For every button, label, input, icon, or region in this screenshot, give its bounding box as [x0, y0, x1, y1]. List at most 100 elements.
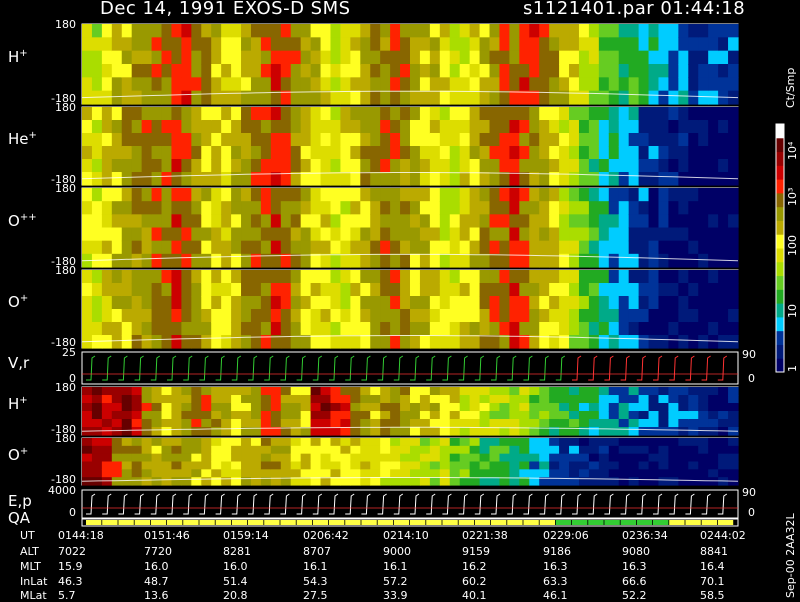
- panel-6-cell: [121, 427, 133, 436]
- ephemeris-row-label: InLat: [20, 575, 48, 588]
- panel-1-label-charge: +: [19, 48, 28, 59]
- panel-7-cell: [549, 438, 560, 447]
- panel-3-cell: [260, 240, 272, 255]
- panel-7-cell: [380, 469, 391, 478]
- panel-2-cell: [360, 120, 371, 134]
- panel-2-cell: [718, 107, 729, 121]
- panel-4-cell: [290, 335, 302, 349]
- panel-7-cell: [82, 445, 93, 455]
- panel-4-cell: [131, 270, 143, 284]
- panel-3-cell: [509, 253, 520, 268]
- panel-2-cell: [529, 172, 540, 186]
- panel-4-cell: [111, 309, 123, 323]
- panel-4-cell: [439, 296, 451, 310]
- panel-3-cell: [549, 214, 560, 229]
- panel-5-sweep-trace: [523, 355, 533, 381]
- panel-1-cell: [439, 90, 451, 105]
- panel-1-cell: [310, 37, 322, 52]
- panel-2-cell: [310, 172, 322, 186]
- panel-1-cell: [131, 50, 143, 65]
- panel-3-cell: [390, 188, 401, 202]
- panel-3-cell: [608, 227, 620, 242]
- panel-4-cell: [221, 296, 232, 310]
- panel-1-cell: [191, 24, 202, 38]
- panel-3-cell: [489, 201, 501, 215]
- panel-3-cell: [419, 240, 431, 255]
- panel-7-cell: [658, 461, 670, 470]
- panel-3-cell: [211, 214, 222, 229]
- panel-4-cell: [131, 283, 143, 297]
- panel-3-pitch-trace: [81, 253, 739, 262]
- panel-3-cell: [638, 240, 650, 255]
- panel-3-cell: [648, 188, 660, 202]
- panel-7-cell: [678, 453, 689, 463]
- panel-4-cell: [91, 322, 103, 336]
- panel-3-cell: [241, 227, 252, 242]
- panel-6-cell: [459, 427, 471, 436]
- panel-1-cell: [330, 24, 342, 38]
- panel-7-cell: [718, 438, 729, 447]
- panel-1-cell: [191, 64, 202, 78]
- panel-6-cell: [618, 403, 630, 412]
- panel-1-cell: [648, 50, 660, 65]
- panel-6-cell: [688, 411, 699, 420]
- panel-1-ytick-bottom: -180: [51, 92, 76, 105]
- panel-4-cell: [658, 270, 670, 284]
- panel-5-sweep-trace: [442, 355, 452, 381]
- panel-3-cell: [598, 253, 610, 268]
- panel-3-cell: [181, 253, 192, 268]
- panel-7-cell: [698, 445, 709, 455]
- panel-7-cell: [728, 445, 739, 455]
- ephemeris-cell: 27.5: [303, 589, 328, 602]
- panel-1-cell: [370, 64, 381, 78]
- panel-3-cell: [578, 253, 590, 268]
- panel-2-cell: [400, 172, 411, 186]
- panel-7-cell: [300, 461, 312, 470]
- panel-4-cell: [549, 335, 560, 349]
- panel-7-cell: [628, 477, 640, 486]
- panel-2-cell: [290, 133, 302, 147]
- panel-7-cell: [111, 469, 123, 478]
- panel-8-sweep-trace: [458, 493, 468, 515]
- panel-5-right-tick-top: 90: [742, 348, 756, 361]
- panel-3-cell: [191, 227, 202, 242]
- panel-6-cell: [459, 387, 471, 396]
- panel-6-cell: [429, 427, 441, 436]
- panel-4-cell: [320, 335, 332, 349]
- panel-4-cell: [668, 270, 679, 284]
- panel-7-cell: [201, 445, 212, 455]
- panel-6-cell: [350, 419, 361, 428]
- panel-7-cell: [728, 438, 739, 447]
- panel-1-cell: [698, 37, 709, 52]
- panel-3-cell: [340, 188, 351, 202]
- panel-9-qa-flag: [361, 520, 377, 525]
- panel-3-cell: [588, 253, 600, 268]
- panel-3-cell: [559, 188, 570, 202]
- panel-1-cell: [489, 50, 501, 65]
- panel-4-cell: [459, 283, 471, 297]
- panel-3-cell: [479, 214, 491, 229]
- panel-6-cell: [390, 403, 401, 412]
- panel-1-cell: [698, 77, 709, 92]
- panel-4-cell: [191, 309, 202, 323]
- panel-3-cell: [628, 188, 640, 202]
- panel-4-cell: [698, 309, 709, 323]
- panel-2-cell: [569, 107, 580, 121]
- panel-2-cell: [549, 172, 560, 186]
- panel-6-cell: [171, 403, 182, 412]
- panel-4-cell: [231, 296, 242, 310]
- panel-1-cell: [350, 50, 361, 65]
- panel-3-cell: [201, 240, 212, 255]
- panel-2-cell: [320, 146, 332, 160]
- panel-4-cell: [82, 270, 93, 284]
- panel-2-cell: [221, 146, 232, 160]
- panel-3-cell: [608, 214, 620, 229]
- colorbar-segment: [776, 344, 784, 359]
- panel-1-cell: [529, 24, 540, 38]
- panel-6-cell: [439, 387, 451, 396]
- panel-2-cell: [241, 133, 252, 147]
- panel-7-label: O+: [8, 446, 28, 464]
- panel-4-cell: [390, 283, 401, 297]
- panel-6-cell: [588, 387, 600, 396]
- panel-6-cell: [708, 403, 719, 412]
